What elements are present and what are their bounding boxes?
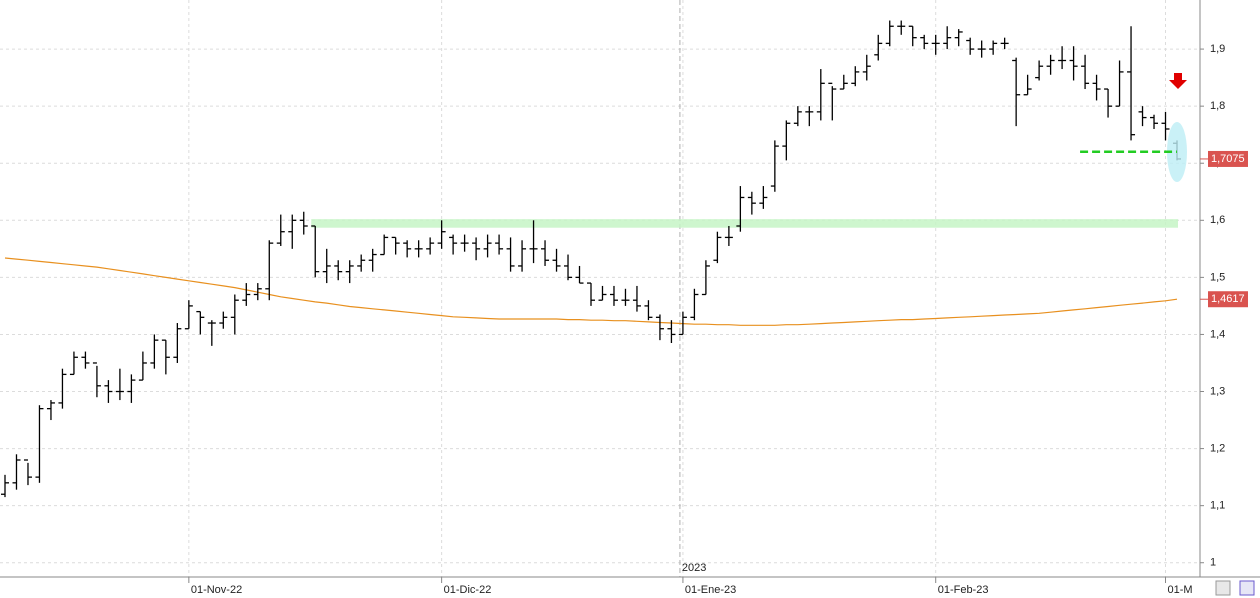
year-label: 2023 [682,562,706,574]
y-tick-label: 1,9 [1210,43,1225,55]
y-tick-label: 1,4 [1210,328,1225,340]
y-tick-label: 1,3 [1210,385,1225,397]
price-label: 1,7075 [1211,153,1245,165]
y-tick-label: 1,1 [1210,500,1225,512]
marks-layer [1,20,1181,498]
x-tick-label: 01-Ene-23 [685,584,736,596]
y-tick-label: 1,6 [1210,214,1225,226]
price-label: 1,4617 [1211,293,1245,305]
save-button[interactable] [1239,580,1255,596]
x-tick-label: 01-Nov-22 [191,584,242,596]
price-label-box [1208,150,1248,167]
labels-layer: 11,11,21,31,41,51,61,71,81,901-Nov-2201-… [191,43,1248,596]
support-zone [311,219,1178,228]
down-arrow [1169,73,1187,89]
x-tick-label: 01-Feb-23 [938,584,989,596]
x-tick-label: 01-Dic-22 [444,584,492,596]
x-tick-label: 01-M [1168,584,1193,596]
y-tick-label: 1 [1210,557,1216,569]
moving-average-line [4,257,1178,326]
price-label-box [1208,291,1248,308]
y-tick-label: 1,5 [1210,271,1225,283]
grid-layer [0,0,1204,583]
y-tick-label: 1,2 [1210,442,1225,454]
toolbar-button[interactable] [1215,580,1231,596]
y-tick-label: 1,8 [1210,100,1225,112]
